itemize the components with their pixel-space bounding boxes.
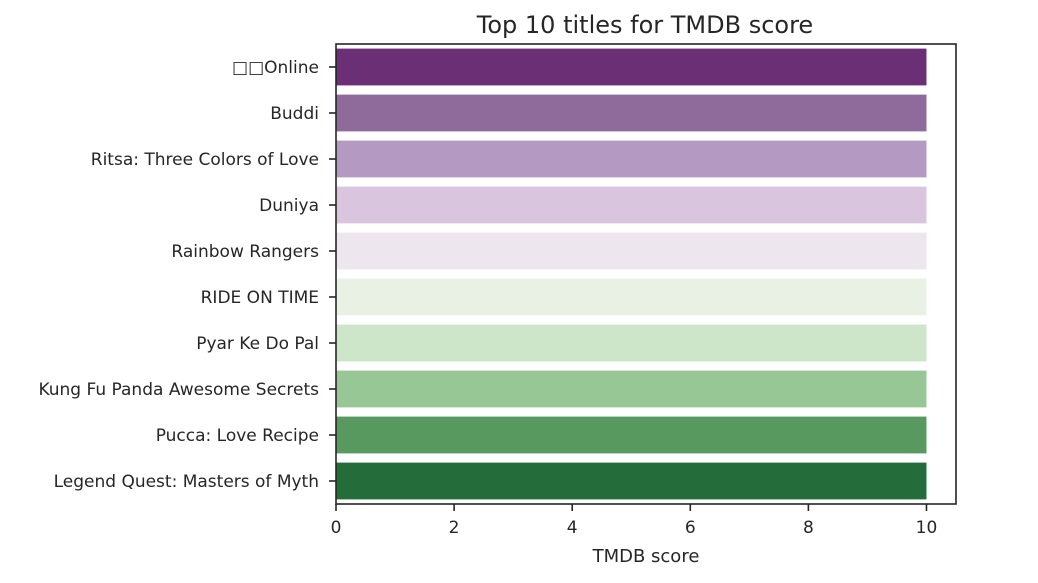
plot-frame [335, 43, 957, 505]
y-tick-label: Pucca: Love Recipe [156, 426, 319, 446]
bar [336, 232, 927, 270]
x-tick-label: 2 [449, 518, 460, 538]
bar [336, 48, 927, 86]
y-tick-label: Buddi [270, 104, 319, 124]
x-tick-label: 4 [567, 518, 578, 538]
x-tick-label: 10 [916, 518, 938, 538]
bar [336, 370, 927, 408]
bar [336, 140, 927, 178]
y-tick-label: Duniya [259, 196, 319, 216]
bar [336, 416, 927, 454]
y-tick-label: Kung Fu Panda Awesome Secrets [38, 380, 319, 400]
y-tick-label: Rainbow Rangers [171, 242, 319, 262]
x-axis-ticks: 0 2 4 6 8 10 [331, 504, 938, 538]
x-tick-label: 6 [685, 518, 696, 538]
bar [336, 186, 927, 224]
bar [336, 462, 927, 500]
y-axis-ticks: □□Online Buddi Ritsa: Three Colors of Love… [38, 58, 336, 492]
x-tick-label: 8 [803, 518, 814, 538]
y-tick-label: Ritsa: Three Colors of Love [91, 150, 319, 170]
y-tick-label: Legend Quest: Masters of Myth [54, 472, 319, 492]
bar [336, 94, 927, 132]
bars-layer [336, 48, 927, 500]
y-tick-label: RIDE ON TIME [201, 288, 319, 308]
x-axis-label: TMDB score [592, 546, 700, 567]
y-tick-label: Pyar Ke Do Pal [196, 334, 319, 354]
bar [336, 324, 927, 362]
x-tick-label: 0 [331, 518, 342, 538]
chart-title: Top 10 titles for TMDB score [476, 11, 813, 39]
y-tick-label: □□Online [232, 58, 319, 78]
bar [336, 278, 927, 316]
